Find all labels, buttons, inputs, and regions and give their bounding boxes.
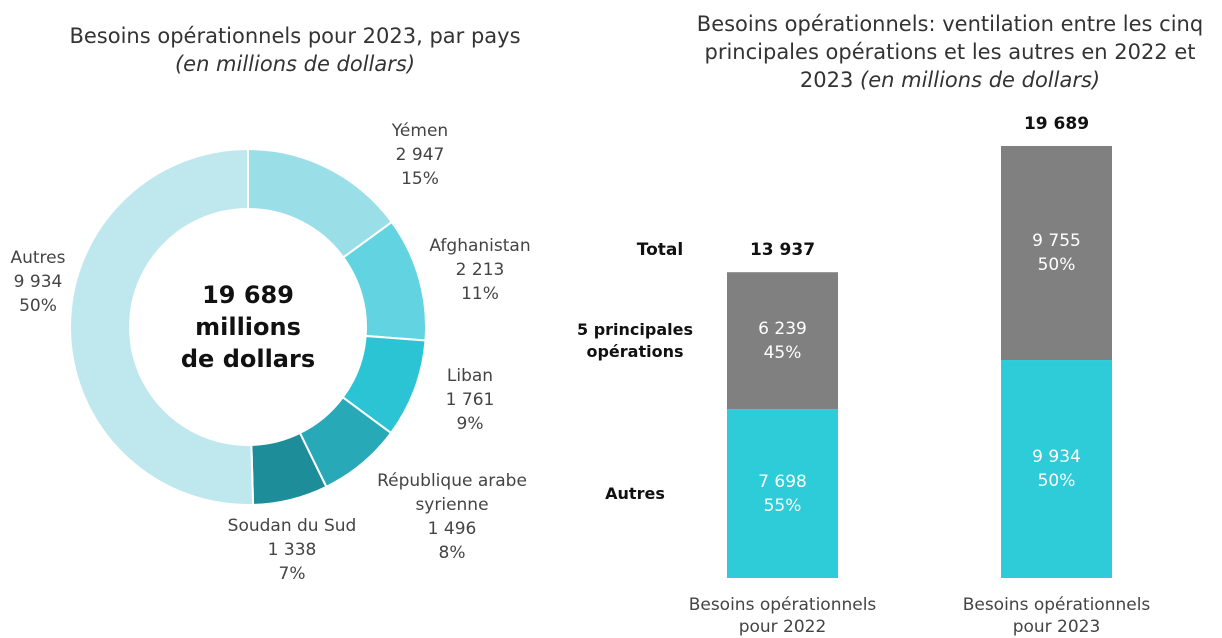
donut-slice [69,147,255,506]
segment-percentage-label: 55% [763,495,802,516]
donut-subtitle: (en millions de dollars) [174,52,416,76]
segment-value-label: 9 934 [1032,447,1081,468]
total-label: 19 689 [1023,114,1090,134]
category-label: Autres [10,248,66,268]
category-label: Afghanistan [429,236,531,256]
segment-value-label: 6 239 [758,318,807,339]
category-label: République arabe syrienne [377,471,527,515]
slice-label: Soudan du Sud 1 338 7% [202,514,382,586]
category-label: Liban [446,366,494,386]
segment-percentage-label: 45% [763,342,802,363]
value-label: 1 338 [267,540,317,560]
bar-subtitle: (en millions de dollars) [860,68,1101,92]
percentage-label: 50% [19,296,57,316]
slice-label: République arabe syrienne 1 496 8% [362,469,542,565]
value-label: 2 947 [395,145,445,165]
slice-label: Liban 1 761 9% [380,364,560,436]
segment-label: 9 755 50% [1001,229,1112,277]
bar-title-block: Besoins opérationnels: ventilation entre… [690,10,1210,94]
segment-value-label: 9 755 [1032,231,1081,252]
value-label: 1 496 [427,519,477,539]
segment-percentage-label: 50% [1037,255,1076,276]
segment-label: 7 698 55% [727,470,838,518]
bar-title: Besoins opérationnels: ventilation entre… [696,12,1204,92]
percentage-label: 11% [461,284,499,304]
slice-label: Yémen 2 947 15% [330,119,510,191]
center-label: 19 689 millions de dollars [148,279,348,375]
segment-percentage-label: 50% [1037,471,1076,492]
value-label: 9 934 [13,272,63,292]
value-label: 2 213 [455,260,505,280]
center-line: millions [195,313,301,341]
bar-segment [727,272,838,410]
percentage-label: 15% [401,169,439,189]
slice-label: Autres 9 934 50% [0,246,128,318]
bar-segment [727,409,838,578]
bar-segment [1001,360,1112,578]
category-label: Yémen [391,121,449,141]
series-label: 5 principales opérations [577,319,693,361]
center-line: 19 689 [202,281,294,309]
donut-title-block: Besoins opérationnels pour 2023, par pay… [0,22,590,78]
slice-label: Afghanistan 2 213 11% [390,234,570,306]
segment-value-label: 7 698 [758,471,807,492]
value-label: 1 761 [445,390,495,410]
series-label: Autres [605,483,665,503]
total-name: Total [636,240,684,261]
total-label: 13 937 [749,240,816,261]
donut-title: Besoins opérationnels pour 2023, par pay… [69,24,521,48]
category-label: Soudan du Sud [227,516,357,536]
bar-segment [1001,146,1112,361]
x-label: Besoins opérationnels pour 2022 [688,595,877,637]
percentage-label: 8% [438,543,466,563]
percentage-label: 9% [456,414,484,434]
x-label: Besoins opérationnels pour 2023 [962,595,1151,637]
center-line: de dollars [180,345,316,373]
percentage-label: 7% [278,564,306,584]
segment-label: 9 934 50% [1001,445,1112,493]
segment-label: 6 239 45% [727,317,838,365]
